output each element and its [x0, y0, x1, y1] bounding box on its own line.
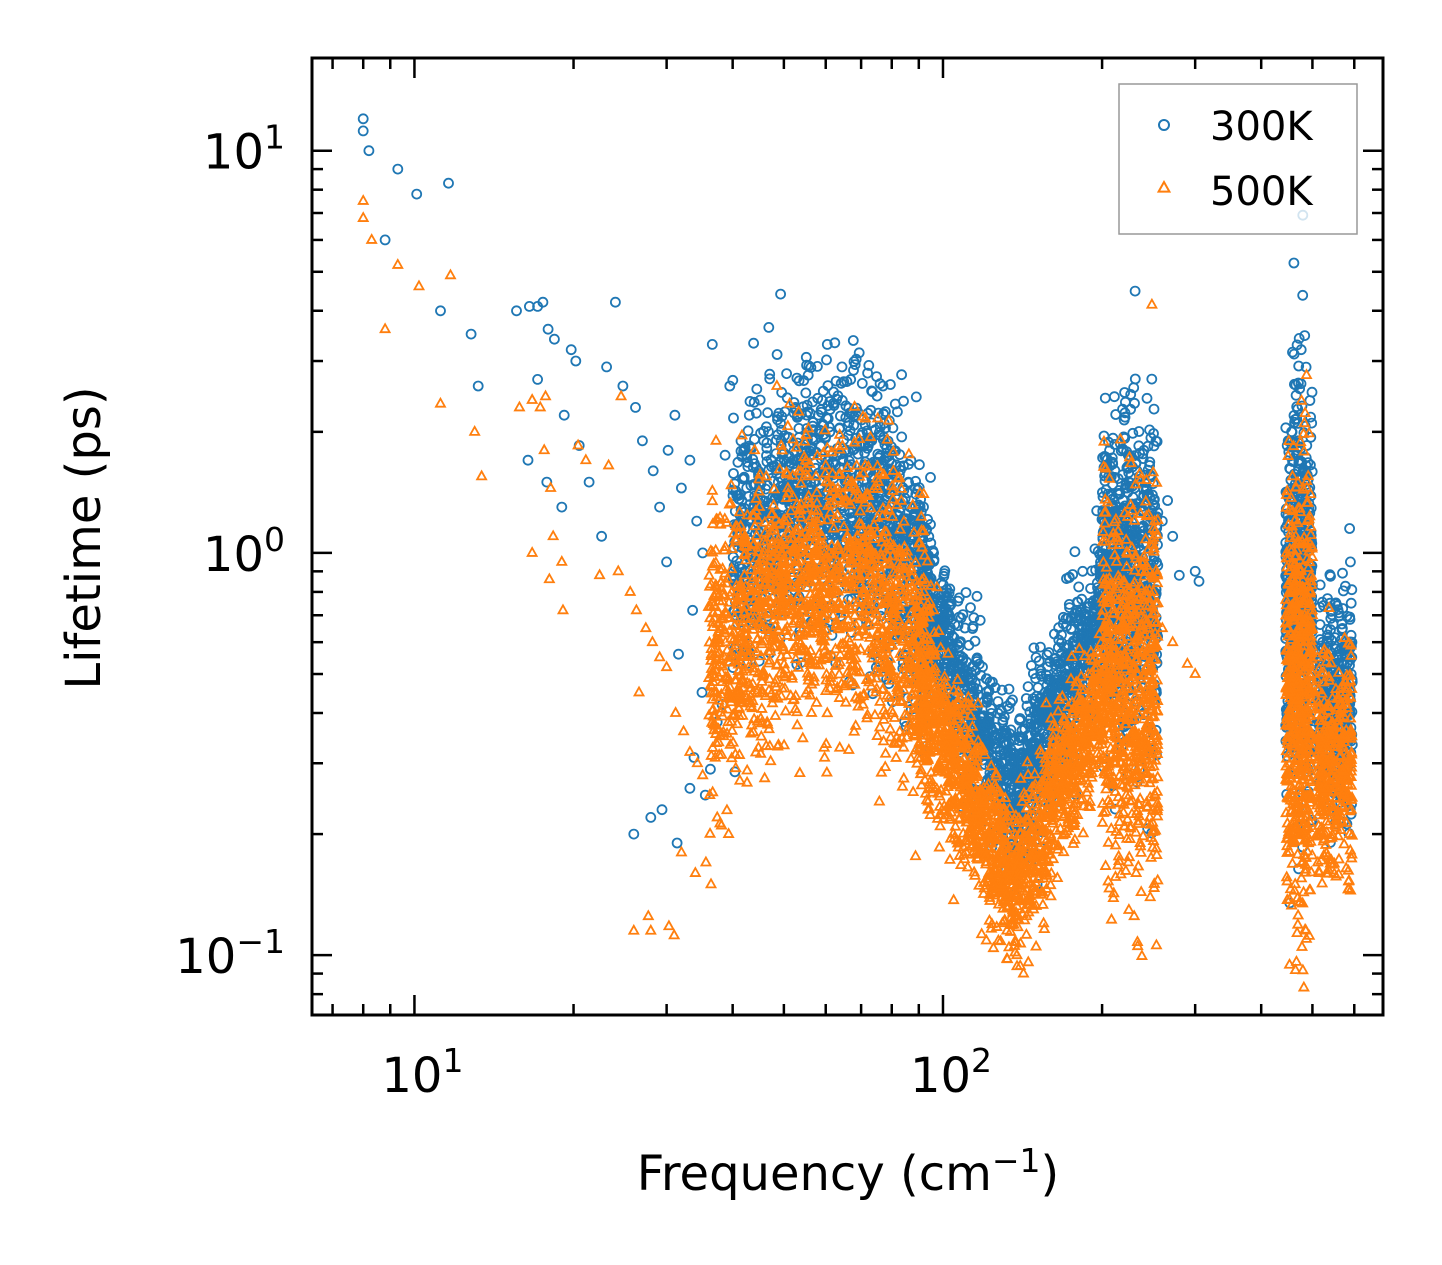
point-300k-d1246 — [841, 376, 853, 388]
point-300k-d1089 — [733, 490, 744, 502]
point-300k-d1188 — [850, 353, 862, 365]
point-300k-d624 — [829, 337, 841, 349]
point-300k-d267 — [781, 368, 792, 380]
point-300k-d1276 — [742, 456, 753, 468]
point-300k-d162 — [914, 459, 925, 471]
point-300k-d1237 — [889, 398, 901, 410]
point-300k-d1283 — [859, 447, 870, 459]
point-300k-d259 — [751, 383, 763, 395]
point-300k-d507 — [791, 372, 803, 384]
point-300k-d434 — [871, 371, 882, 383]
point-300k-d695 — [763, 426, 774, 438]
point-300k-d753 — [885, 379, 896, 390]
point-300k-d1163 — [843, 402, 855, 414]
point-300k-d946 — [843, 417, 855, 429]
point-300k-d1016 — [834, 423, 845, 435]
point-300k-d1312 — [814, 424, 825, 436]
point-300k-d261 — [727, 374, 739, 386]
point-300k-d395 — [856, 377, 868, 389]
point-300k-d1209 — [846, 512, 858, 523]
point-300k-d1180 — [902, 487, 914, 499]
point-300k-d383 — [744, 395, 756, 407]
point-300k-d552 — [793, 375, 805, 387]
point-300k-d1166 — [742, 425, 754, 437]
point-300k-d1182 — [863, 359, 875, 371]
point-300k-d1256 — [915, 506, 927, 518]
point-300k-d1390 — [772, 414, 783, 426]
point-300k-d579 — [824, 426, 836, 438]
point-300k-d1357 — [913, 499, 924, 511]
point-300k-d1118 — [748, 396, 760, 408]
point-300k-d1365 — [778, 454, 790, 466]
point-300k-d411 — [764, 373, 776, 385]
point-300k-d1132 — [880, 450, 892, 462]
point-300k-d1015 — [896, 431, 908, 443]
point-300k-d1293 — [925, 471, 936, 483]
point-300k-d1058 — [762, 407, 773, 419]
point-300k-d1370 — [741, 451, 753, 463]
point-300k-d1207 — [843, 505, 855, 517]
point-300k-d1391 — [836, 455, 848, 467]
point-300k-d1581 — [939, 565, 951, 577]
point-300k-d490 — [728, 468, 739, 479]
point-300k-d1082 — [865, 404, 877, 416]
point-300k-d969 — [822, 380, 834, 392]
point-300k-d1244 — [766, 461, 777, 473]
point-300k-d1014 — [727, 490, 739, 502]
point-300k-d949 — [849, 359, 861, 371]
point-300k-d910 — [832, 390, 844, 402]
point-300k-d837 — [897, 513, 909, 525]
point-300k-d228 — [771, 349, 783, 360]
point-300k-d1113 — [870, 457, 882, 469]
point-300k-d297 — [896, 369, 907, 381]
point-300k-d645 — [835, 410, 846, 422]
point-300k-d1375 — [824, 396, 836, 407]
point-300k-d1347 — [821, 354, 832, 366]
point-300k-d1229 — [812, 392, 824, 404]
point-300k-d555 — [894, 469, 905, 481]
point-300k-d1243 — [736, 451, 748, 463]
point-300k-d1376 — [773, 407, 785, 419]
point-300k-d1368 — [862, 437, 874, 449]
point-300k-d413 — [835, 377, 847, 389]
point-300k-d390 — [791, 659, 803, 670]
point-300k-d1117 — [866, 417, 877, 429]
point-300k-d508 — [910, 475, 921, 487]
points-layer — [357, 113, 1359, 992]
point-300k-d1309 — [735, 445, 747, 457]
point-300k-d1144 — [816, 406, 827, 418]
point-300k-d941 — [853, 347, 865, 359]
point-300k-d1184 — [884, 487, 896, 498]
point-300k-d1011 — [877, 434, 889, 446]
point-300k-d665 — [793, 422, 805, 434]
point-300k-d810 — [847, 335, 859, 346]
point-300k-d198 — [910, 391, 922, 403]
point-300k-d717 — [763, 321, 775, 333]
point-300k-d1061 — [803, 360, 815, 372]
point-300k-d152 — [905, 455, 917, 466]
point-300k-d105 — [728, 412, 739, 424]
point-300k-d554 — [748, 337, 759, 349]
point-300k-d1045 — [791, 411, 803, 423]
point-300k-d1137 — [748, 478, 760, 490]
point-300k-d1228 — [878, 408, 889, 420]
point-300k-d206 — [830, 375, 842, 387]
point-300k-d420 — [764, 368, 776, 380]
point-300k-d1171 — [855, 429, 867, 441]
point-300k-d1249 — [737, 473, 748, 485]
point-300k-d1295 — [805, 361, 817, 373]
point-300k-d1297 — [865, 513, 877, 524]
point-300k-d642 — [735, 435, 747, 447]
point-300k-d1167 — [867, 386, 878, 398]
point-300k-d961 — [809, 476, 821, 488]
point-300k-d1140 — [758, 435, 770, 447]
point-300k-d112 — [751, 407, 762, 419]
